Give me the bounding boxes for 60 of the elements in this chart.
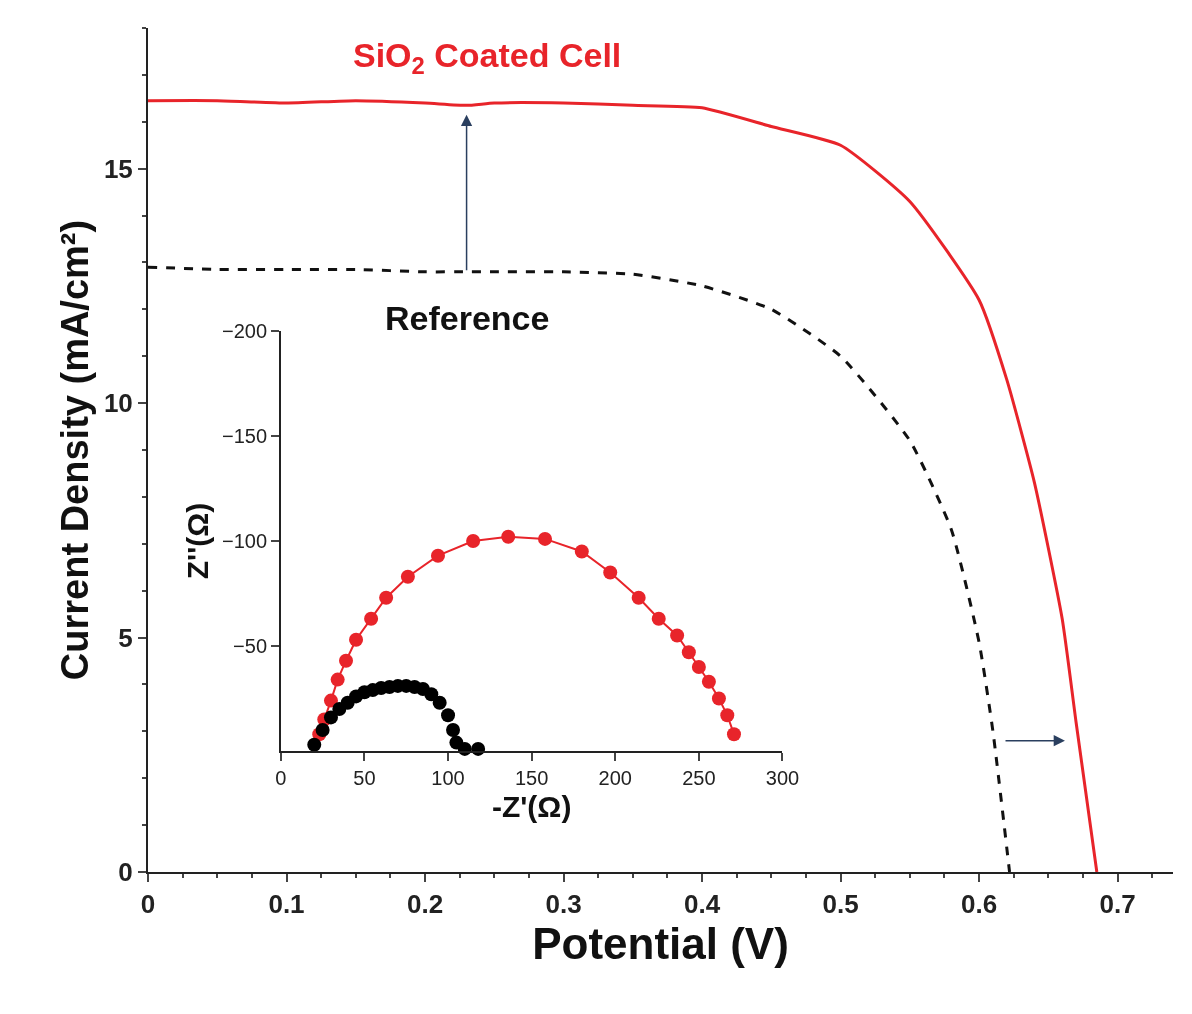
x-axis-title: Potential (V): [532, 919, 789, 969]
point: [466, 534, 481, 548]
point: [446, 723, 461, 737]
x-tick-label: 0.2: [406, 889, 444, 920]
x-axis-title: -Z'(Ω): [491, 789, 572, 823]
line-series: [148, 265, 1012, 872]
point: [574, 544, 589, 559]
point: [651, 611, 666, 626]
point: [720, 708, 735, 723]
point: [681, 645, 696, 660]
x-tick-label: 0.1: [268, 889, 305, 920]
y-axis-title: Z''(Ω): [181, 502, 215, 580]
point: [349, 632, 364, 647]
point: [323, 710, 338, 725]
point: [339, 653, 354, 668]
y-tick-label: −100: [221, 530, 268, 552]
y-tick-label: −50: [233, 635, 268, 657]
x-tick-label: 0: [140, 889, 156, 920]
x-tick-label: 0.6: [961, 889, 998, 920]
x-tick-label: 300: [765, 766, 800, 789]
point: [307, 737, 322, 752]
x-tick-label: 0.3: [545, 889, 582, 920]
x-tick-label: 0.5: [822, 889, 859, 920]
y-axis-title: Current Density (mA/cm²): [53, 219, 96, 681]
x-tick-label: 50: [353, 766, 376, 789]
y-tick-label: 15: [103, 153, 133, 184]
x-tick-label: 0: [275, 766, 287, 789]
point: [631, 590, 646, 605]
point: [424, 687, 439, 702]
point: [538, 531, 553, 546]
point: [711, 691, 726, 706]
x-tick-label: 0.4: [683, 889, 721, 920]
point: [501, 529, 516, 544]
point: [400, 569, 415, 584]
point: [670, 628, 685, 643]
point: [364, 611, 379, 626]
point: [330, 672, 345, 687]
point: [379, 590, 394, 605]
x-tick-label: 150: [514, 766, 549, 789]
point: [315, 723, 330, 737]
point: [726, 727, 741, 742]
point: [603, 565, 618, 580]
series-label: SiO$_{2}$ Coated Cell: [353, 36, 622, 80]
x-tick-label: 100: [431, 766, 465, 789]
y-tick-label: −200: [221, 320, 268, 342]
point: [323, 693, 338, 708]
y-tick-label: 5: [118, 622, 133, 653]
x-tick-label: 0.7: [1099, 889, 1136, 920]
point: [441, 708, 456, 723]
point: [430, 548, 445, 563]
y-tick-label: −150: [221, 425, 268, 447]
y-tick-label: 10: [103, 388, 133, 419]
y-tick-label: 0: [118, 857, 133, 888]
line-series: [148, 99, 1099, 872]
x-tick-label: 250: [682, 766, 716, 789]
x-tick-label: 200: [598, 766, 632, 789]
point: [691, 660, 706, 674]
point: [701, 674, 716, 689]
series-label: Reference: [385, 299, 550, 337]
point: [432, 695, 447, 710]
